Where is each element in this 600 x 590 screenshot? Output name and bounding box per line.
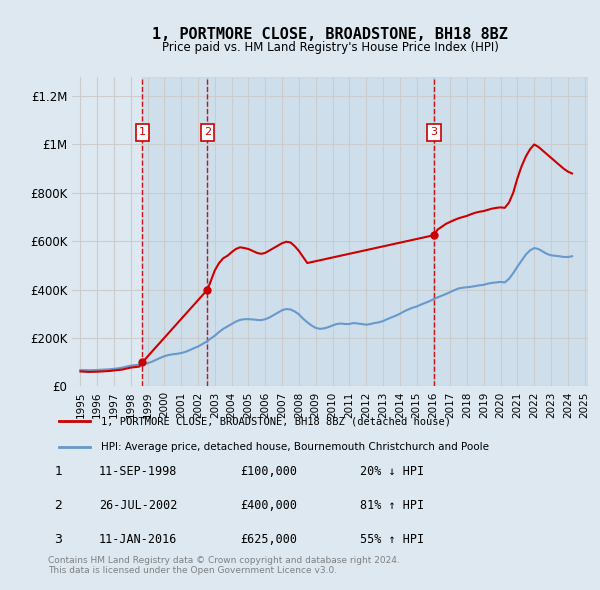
Bar <box>208 77 434 386</box>
Text: 1, PORTMORE CLOSE, BROADSTONE, BH18 8BZ: 1, PORTMORE CLOSE, BROADSTONE, BH18 8BZ <box>152 27 508 41</box>
Text: 55% ↑ HPI: 55% ↑ HPI <box>360 533 424 546</box>
Text: 1, PORTMORE CLOSE, BROADSTONE, BH18 8BZ (detached house): 1, PORTMORE CLOSE, BROADSTONE, BH18 8BZ … <box>101 416 451 426</box>
Text: HPI: Average price, detached house, Bournemouth Christchurch and Poole: HPI: Average price, detached house, Bour… <box>101 442 489 453</box>
Text: £625,000: £625,000 <box>240 533 297 546</box>
Text: 20% ↓ HPI: 20% ↓ HPI <box>360 465 424 478</box>
Text: 81% ↑ HPI: 81% ↑ HPI <box>360 499 424 512</box>
Text: £100,000: £100,000 <box>240 465 297 478</box>
Text: £400,000: £400,000 <box>240 499 297 512</box>
Text: Price paid vs. HM Land Registry's House Price Index (HPI): Price paid vs. HM Land Registry's House … <box>161 41 499 54</box>
Text: 11-SEP-1998: 11-SEP-1998 <box>99 465 178 478</box>
Text: 3: 3 <box>430 127 437 137</box>
Text: Contains HM Land Registry data © Crown copyright and database right 2024.
This d: Contains HM Land Registry data © Crown c… <box>48 556 400 575</box>
Text: 11-JAN-2016: 11-JAN-2016 <box>99 533 178 546</box>
Text: 3: 3 <box>55 533 62 546</box>
Text: 26-JUL-2002: 26-JUL-2002 <box>99 499 178 512</box>
Bar <box>142 77 208 386</box>
Bar <box>434 77 588 386</box>
Text: 1: 1 <box>139 127 146 137</box>
Text: 2: 2 <box>55 499 62 512</box>
Text: 2: 2 <box>204 127 211 137</box>
Text: 1: 1 <box>55 465 62 478</box>
